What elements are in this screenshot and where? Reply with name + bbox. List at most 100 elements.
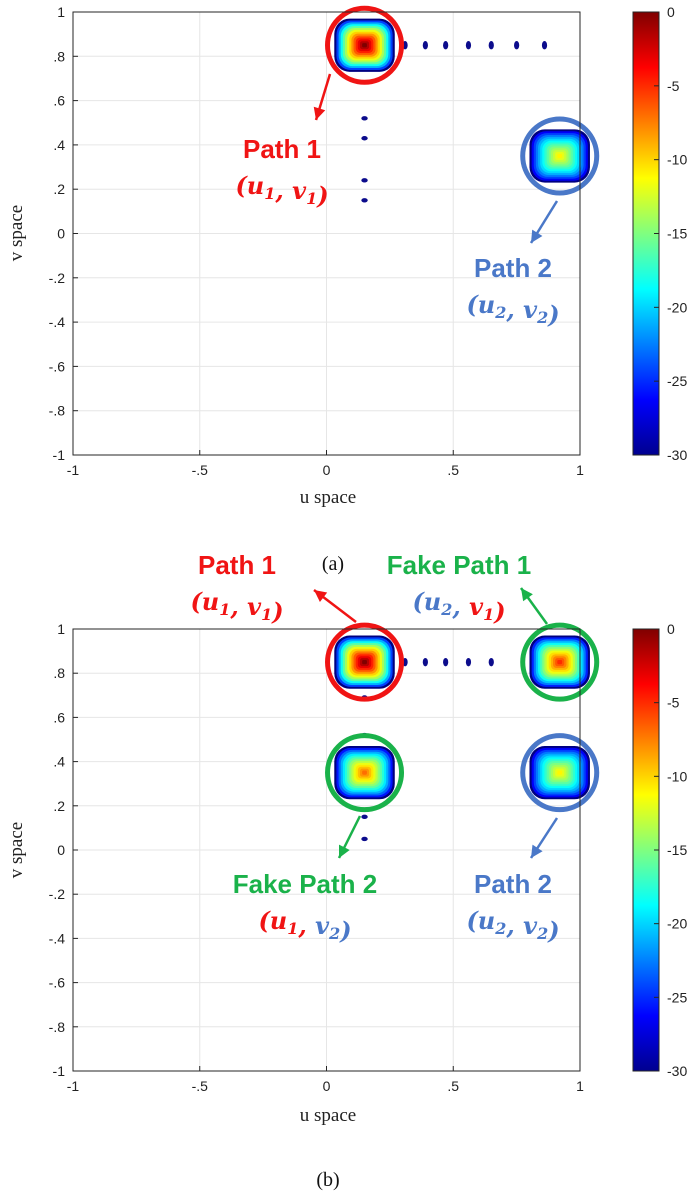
- panel-a-annotation-0-coord: (u1, v1): [235, 171, 328, 210]
- panel-a-annotation-0-coord-part: 1: [306, 189, 317, 208]
- panel-b-annotation-1-coord-part: 2: [440, 600, 452, 619]
- panel-b-ytick-label: .4: [53, 754, 65, 770]
- panel-b-annotation-0-coord-part: ): [271, 597, 283, 626]
- panel-b-annotation-0-coord: (u1, v1): [190, 587, 283, 626]
- panel-b-annotation-0: Path 1 (u1, v1): [190, 550, 357, 626]
- panel-a-ylabel: v space: [6, 205, 27, 261]
- panel-a-ytick-label: .2: [53, 181, 65, 197]
- panel-a-ytick-label: .8: [53, 48, 65, 64]
- panel-b-annotation-1-coord-part: 1: [483, 605, 494, 624]
- panel-b-peak-0-ring-13: [362, 660, 367, 665]
- panel-b-peak-0: [325, 622, 405, 702]
- panel-b-annotation-1-label: Fake Path 1: [387, 550, 532, 580]
- panel-b-annotation-3-coord-part: 2: [536, 924, 548, 943]
- panel-a-ticks: -1 -.5 0 .5 1 -1 -.8 -.6 -.4 -.2 0 .2 .4 .6 .8 1: [49, 4, 584, 478]
- panel-b-colorbar-tick-label: -5: [667, 695, 680, 711]
- panel-b-ylabel: v space: [6, 822, 27, 878]
- panel-a-annotation-1-coord-part: ,: [505, 295, 523, 324]
- panel-a-peak-1-ring-13: [557, 153, 563, 159]
- panel-b-sidelobe-7: [361, 814, 368, 820]
- panel-b-annotation-0-arrow-head: [314, 590, 328, 603]
- panel-a-ytick-label: 0: [57, 226, 65, 242]
- panel-a-xlabel: u space: [300, 487, 356, 508]
- panel-b-xtick-label: 1: [576, 1078, 584, 1094]
- panel-b-colorbar-tick-label: -30: [667, 1063, 687, 1079]
- panel-a-annotation-0-label: Path 1: [243, 134, 321, 164]
- panel-a-annotation-1-label: Path 2: [474, 253, 552, 283]
- panel-b-xtick-label: 0: [323, 1078, 331, 1094]
- panel-b-annotation-3-coord: (u2, v2): [466, 906, 559, 945]
- panel-a-sidelobe-7: [361, 116, 368, 121]
- panel-b-colorbar: 0 -5 -10 -15 -20 -25 -30: [632, 621, 687, 1079]
- panel-a-annotation-1-coord-part: ): [547, 300, 559, 329]
- panel-b-annotation-3-coord-part: 2: [494, 919, 506, 938]
- panel-b-annotation-2-coord-part: u: [270, 906, 287, 935]
- panel-b-annotation-1-coord-part: u: [424, 587, 441, 616]
- panel-a-annotation-0-coord-part: u: [247, 171, 264, 200]
- panel-b-annotation-2-coord-part: ): [339, 916, 351, 945]
- panel-a-colorbar-tick-label: -15: [667, 226, 687, 242]
- panel-b-peak-3-highlight-circle: [520, 733, 600, 813]
- panel-a-grid: [72, 11, 581, 456]
- panel-a-annotation-1-arrow-head: [531, 229, 543, 243]
- panel-a-ytick-label: -1: [53, 447, 66, 463]
- panel-a-sidelobe-4: [488, 41, 494, 50]
- panel-b-annotation-1-coord: (u2, v1): [412, 587, 505, 626]
- panel-b-ytick-label: 0: [57, 842, 65, 858]
- panel-b-peak-1-ring-13: [557, 660, 563, 665]
- panel-b-annotation-3-coord-part: ): [547, 916, 559, 945]
- panel-a-annotation-1-coord-part: u: [478, 290, 495, 319]
- panel-b-ytick-label: -.6: [49, 975, 66, 991]
- panel-b: -1 -.5 0 .5 1 -1 -.8 -.6 -.4 -.2 0 .2 .4 .6 .8 1 u spac…: [6, 550, 687, 1191]
- panel-a-colorbar-tick-label: -10: [667, 152, 687, 168]
- panel-b-annotation-2-coord-part: ,: [297, 911, 315, 940]
- panel-b-grid: [72, 628, 581, 1072]
- panel-a-ytick-label: -.2: [49, 270, 66, 286]
- panel-b-annotation-1-arrow-head: [521, 588, 533, 602]
- panel-b-annotation-3-label: Path 2: [474, 869, 552, 899]
- panel-b-peak-2-ring-13: [362, 770, 367, 775]
- panel-a-annotation-0-coord-part: 1: [264, 184, 275, 203]
- panel-a-annotation-1: Path 2(u2, v2): [466, 200, 560, 329]
- panel-a-sidelobe-1: [422, 41, 428, 50]
- panel-b-peak-0-highlight-circle: [325, 622, 405, 702]
- panel-a-xtick-label: -.5: [192, 462, 209, 478]
- panel-b-annotation-1-coord-part: v: [469, 592, 484, 621]
- panel-b-colorbar-tick-label: -20: [667, 916, 687, 932]
- panel-b-annotation-1: Fake Path 1 (u2, v1): [387, 550, 549, 626]
- panel-b-annotation-0-coord-part: v: [247, 592, 262, 621]
- panel-b-sidelobe-1: [422, 657, 428, 667]
- panel-a-ytick-label: -.8: [49, 403, 66, 419]
- panel-a-xtick-label: -1: [67, 462, 80, 478]
- panel-a-sidelobe-9: [361, 178, 368, 183]
- panel-b-annotation-2-coord-part: (: [258, 906, 271, 935]
- panel-b-annotation-0-coord-part: 1: [219, 600, 230, 619]
- panel-b-annotation-0-label: Path 1: [198, 550, 276, 580]
- panel-b-annotation-3-coord-part: v: [523, 911, 538, 940]
- panel-b-annotation-0-coord-part: u: [202, 587, 219, 616]
- panel-b-annotation-2: Fake Path 2 (u1, v2): [233, 815, 378, 945]
- panel-a-ytick-label: .6: [53, 93, 65, 109]
- panel-a-sidelobe-3: [465, 41, 472, 50]
- panel-a-peak-0: [325, 5, 405, 85]
- panel-a-sidelobe-8: [361, 136, 368, 141]
- panel-b-peak-2-highlight-circle: [325, 733, 405, 813]
- panel-a-peak-0-highlight-circle: [325, 5, 405, 85]
- panel-b-annotation-0-coord-part: (: [190, 587, 203, 616]
- panel-a-sidelobe-6: [541, 41, 548, 50]
- panel-b-ytick-label: -1: [53, 1063, 66, 1079]
- panel-a-xtick-label: 0: [323, 462, 331, 478]
- panel-a-annotation-0-coord-part: v: [292, 176, 307, 205]
- panel-b-colorbar-tick-label: -25: [667, 989, 687, 1005]
- panel-b-ytick-label: 1: [57, 621, 65, 637]
- panel-a-ytick-label: .4: [53, 137, 65, 153]
- panel-b-ytick-label: .6: [53, 709, 65, 725]
- panel-b-annotation-3-coord-part: u: [478, 906, 495, 935]
- panel-a-colorbar-tick-label: 0: [667, 4, 675, 20]
- panel-b-annotation-2-label: Fake Path 2: [233, 869, 378, 899]
- panel-b-ytick-label: -.8: [49, 1019, 66, 1035]
- panel-a-ytick-label: -.6: [49, 358, 66, 374]
- panel-b-peaks: [325, 622, 600, 813]
- panel-b-annotation-1-coord-part: ): [493, 597, 505, 626]
